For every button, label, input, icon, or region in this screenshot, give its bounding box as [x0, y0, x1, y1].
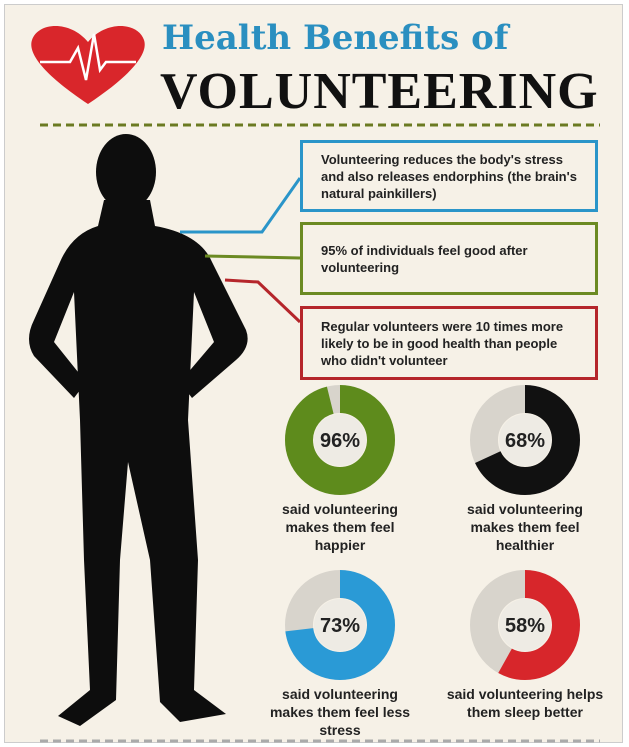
- donut-center: [314, 599, 366, 651]
- donut-label: 73%: [320, 615, 360, 637]
- fact-box: Volunteering reduces the body's stress a…: [300, 140, 598, 212]
- donut-center: [499, 599, 551, 651]
- donut-arc: [285, 570, 395, 680]
- donut-center: [314, 414, 366, 466]
- donut-arc: [470, 570, 580, 680]
- donut-arc: [285, 385, 395, 495]
- donut-caption: said volunteering makes them feel less s…: [269, 686, 411, 738]
- donut-label: 58%: [505, 615, 545, 637]
- donut-caption: said volunteering makes them feel happie…: [282, 501, 398, 553]
- donut-center: [499, 414, 551, 466]
- silhouette-head: [96, 134, 156, 210]
- donut-label: 68%: [505, 430, 545, 452]
- title: VOLUNTEERING: [160, 63, 599, 120]
- donut-caption: said volunteering helps them sleep bette…: [446, 686, 604, 720]
- fact-box: 95% of individuals feel good after volun…: [300, 222, 598, 295]
- fact-box: Regular volunteers were 10 times more li…: [300, 306, 598, 380]
- silhouette-body: [29, 200, 248, 726]
- connector: [224, 278, 302, 324]
- donut-label: 96%: [320, 430, 360, 452]
- title: Health Benefits of: [162, 18, 509, 58]
- connector: [180, 177, 302, 234]
- heartbeat: [40, 33, 136, 81]
- donut-caption: said volunteering makes them feel health…: [467, 501, 583, 553]
- donut-arc: [470, 385, 580, 495]
- connector: [204, 254, 301, 260]
